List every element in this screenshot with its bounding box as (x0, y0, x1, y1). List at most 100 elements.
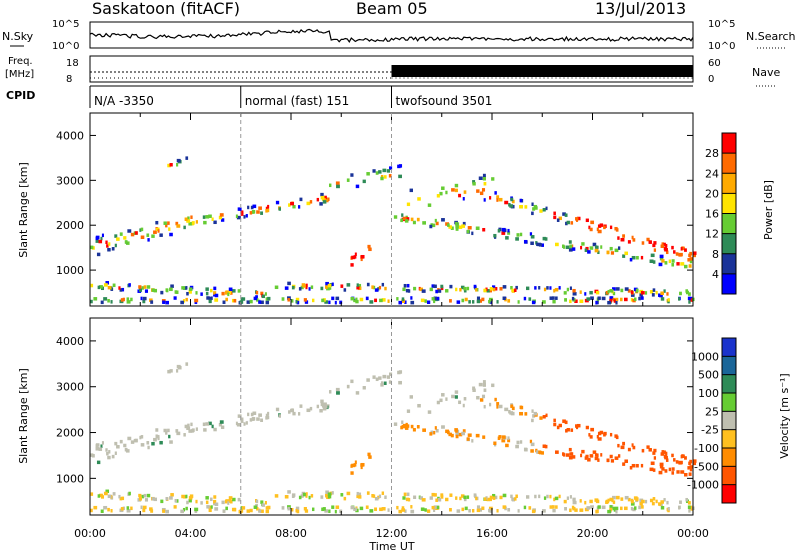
velocity-pixel (255, 499, 259, 504)
power-pixel (562, 212, 566, 216)
power-pixel (476, 299, 481, 304)
power-pixel (165, 300, 169, 305)
velocity-pixel (549, 505, 553, 509)
velocity-pixel (334, 509, 337, 514)
velocity-pixel (320, 399, 324, 404)
velocity-pixel (563, 499, 567, 504)
velocity-pixel (185, 506, 188, 511)
velocity-pixel (638, 505, 641, 510)
power-pixel (592, 242, 597, 247)
power-pixel (95, 239, 100, 243)
velocity-pixel (507, 436, 510, 440)
velocity-pixel (650, 461, 655, 466)
power-pixel (514, 288, 517, 292)
power-pixel (191, 221, 195, 225)
power-pixel (320, 195, 325, 200)
velocity-pixel (609, 497, 614, 502)
power-pixel (239, 300, 244, 304)
velocity-pixel (107, 455, 111, 460)
power-pixel (546, 286, 549, 290)
power-pixel (176, 163, 179, 167)
power-pixel (665, 243, 668, 248)
velocity-pixel (692, 459, 697, 463)
velocity-pixel (689, 459, 693, 464)
power-pixel (633, 297, 637, 301)
velocity-pixel (232, 497, 236, 502)
velocity-pixel (659, 464, 664, 469)
velocity-pixel (680, 470, 685, 474)
power-pixel (433, 299, 436, 304)
velocity-pixel (646, 445, 650, 449)
power-pixel (639, 293, 643, 297)
velocity-pixel (360, 462, 365, 467)
velocity-pixel (553, 418, 556, 423)
power-pixel (322, 200, 327, 204)
x-tick-label: 08:00 (275, 527, 307, 540)
power-pixel (321, 298, 325, 303)
velocity-pixel (187, 423, 190, 428)
power-pixel (692, 251, 697, 255)
power-pixel (455, 227, 459, 231)
colorbar-frame (721, 337, 737, 504)
x-tick-label: 12:00 (376, 527, 408, 540)
velocity-pixel (496, 508, 499, 513)
velocity-pixel (542, 415, 546, 419)
nsky-label: N.Sky (2, 30, 34, 43)
power-pixel (256, 210, 260, 214)
velocity-pixel (437, 498, 442, 502)
velocity-pixel (249, 508, 253, 513)
power-pixel (436, 194, 440, 198)
velocity-pixel (572, 497, 576, 502)
power-pixel (126, 297, 130, 301)
power-pixel (580, 245, 583, 250)
power-pixel (362, 179, 366, 184)
velocity-pixel (652, 451, 656, 455)
power-pixel (208, 296, 212, 301)
velocity-pixel (549, 494, 552, 499)
power-pixel (436, 296, 440, 301)
velocity-pixel (460, 494, 465, 498)
velocity-pixel (96, 460, 101, 465)
power-pixel (606, 250, 610, 255)
velocity-pixel (211, 424, 214, 429)
power-pixel (287, 298, 290, 302)
velocity-pixel (651, 501, 655, 506)
power-pixel (646, 237, 650, 242)
velocity-pixel (482, 435, 486, 439)
power-pixel (510, 285, 513, 290)
power-pixel (153, 230, 157, 234)
velocity-pixel (688, 507, 693, 511)
velocity-pixel (218, 422, 223, 427)
power-pixel (595, 290, 600, 295)
power-pixel (653, 248, 657, 252)
velocity-pixel (579, 508, 584, 512)
power-pixel (641, 241, 645, 245)
velocity-pixel (673, 458, 676, 462)
velocity-pixel (687, 505, 691, 509)
velocity-pixel (214, 502, 219, 507)
power-pixel (679, 291, 682, 296)
power-pixel (159, 233, 163, 237)
power-pixel (511, 288, 514, 293)
velocity-pixel (464, 506, 468, 511)
velocity-pixel (688, 509, 691, 513)
velocity-pixel (335, 387, 340, 392)
power-pixel (185, 286, 188, 290)
power-pixel (553, 289, 556, 293)
power-pixel (435, 289, 439, 294)
power-pixel (295, 299, 298, 304)
velocity-pixel (539, 416, 543, 420)
power-pixel (124, 240, 128, 244)
velocity-pixel (343, 496, 347, 501)
velocity-pixel (290, 508, 294, 512)
velocity-pixel (556, 425, 560, 430)
velocity-pixel (150, 509, 154, 513)
power-pixel (612, 297, 615, 302)
power-pixel (668, 259, 672, 264)
colorbar-swatch (722, 393, 736, 412)
velocity-pixel (422, 428, 426, 432)
velocity-pixel (565, 453, 570, 457)
colorbar-tick-label: 20 (705, 187, 719, 200)
velocity-pixel (328, 390, 332, 394)
velocity-pixel (612, 506, 615, 511)
